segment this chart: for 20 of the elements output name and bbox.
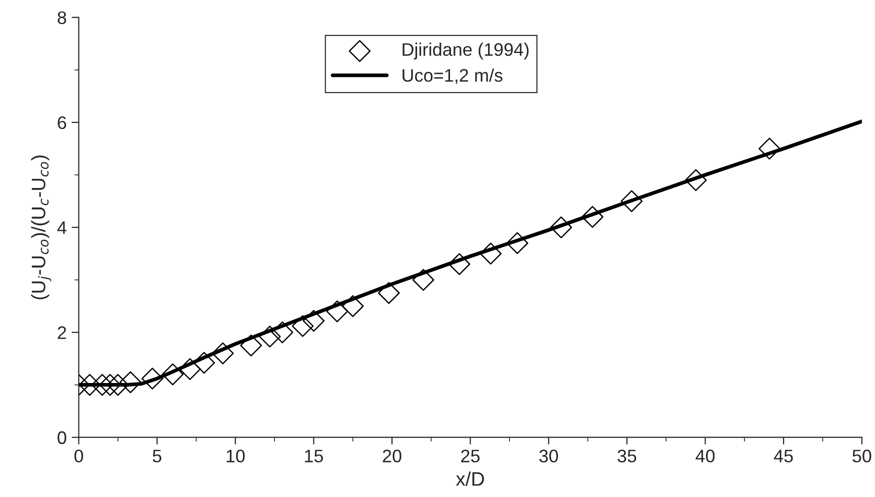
y-tick-label: 4 <box>57 222 66 234</box>
text: (U$_{j}$-U$_{co}$)/(U$_{c}$-U$_{co}$) <box>31 156 52 300</box>
y-tick-label: 2 <box>58 326 66 339</box>
x-tick-label: 50 <box>852 450 872 462</box>
x-axis-title: x/D <box>456 472 484 486</box>
x-tick-label: 20 <box>382 450 402 462</box>
y-tick-label: 0 <box>58 431 66 444</box>
y-tick-label: 8 <box>58 11 66 24</box>
x-tick-label: 0 <box>74 450 84 462</box>
x-tick-label: 35 <box>618 450 636 462</box>
x-tick-label: 5 <box>152 450 162 462</box>
y-tick-label: 6 <box>58 116 66 130</box>
legend-label: Djiridane (1994) <box>402 42 529 60</box>
x-tick-label: 10 <box>226 450 245 462</box>
x-tick-label: 30 <box>539 450 558 462</box>
x-tick-label: 45 <box>774 450 793 462</box>
x-tick-label: 25 <box>461 450 480 462</box>
x-tick-label: 40 <box>696 450 715 462</box>
legend-label: Uco=1,2 m/s <box>402 68 502 84</box>
x-tick-label: 15 <box>305 450 323 462</box>
